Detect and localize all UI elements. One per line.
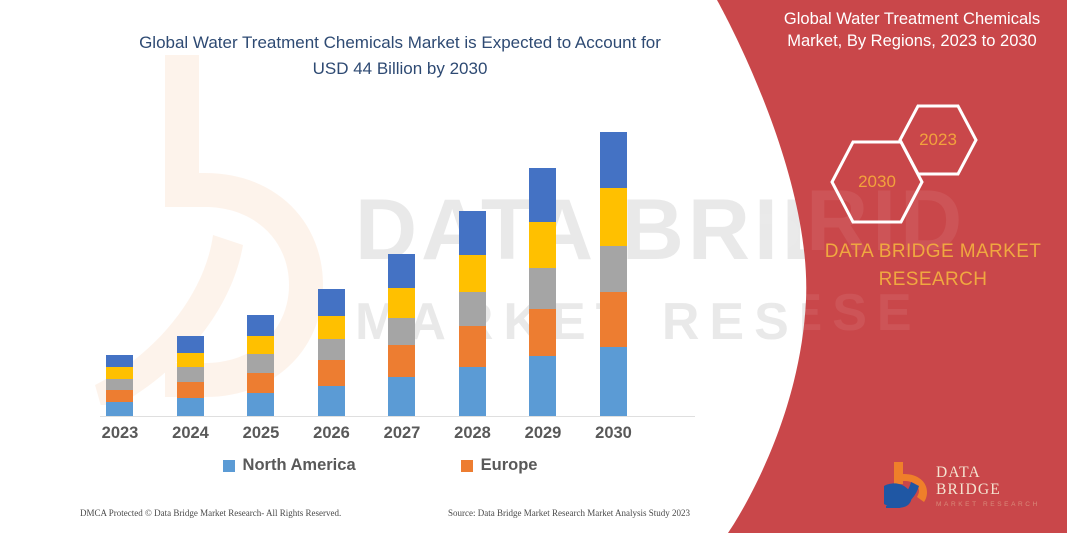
data-bridge-logo: DATA BRIDGE MARKET RESEARCH — [880, 458, 1048, 512]
bar-segment-2026-2 — [317, 360, 345, 387]
footer: DMCA Protected © Data Bridge Market Rese… — [80, 508, 690, 518]
bar-segment-2028-4 — [458, 254, 486, 293]
bar-segment-2025-1 — [247, 392, 274, 416]
hexagon-2023-label: 2023 — [919, 130, 957, 149]
bar-2026 — [317, 289, 345, 416]
bar-segment-2030-4 — [599, 188, 627, 247]
bar-segment-2029-3 — [529, 268, 556, 310]
panel-title: Global Water Treatment Chemicals Market,… — [783, 10, 1041, 51]
bar-segment-2024-4 — [176, 352, 204, 368]
x-label-2024: 2024 — [172, 424, 209, 442]
bar-segment-2029-5 — [529, 167, 556, 222]
x-axis-labels: 2023 2024 2025 2026 2027 2028 2029 2030 — [80, 424, 680, 448]
chart-legend: North America Europe — [130, 456, 630, 475]
x-label-2023: 2023 — [101, 424, 139, 442]
bar-segment-2026-4 — [317, 315, 345, 339]
bar-segment-2028-1 — [458, 366, 486, 416]
bar-segment-2023-1 — [106, 402, 133, 416]
bar-segment-2029-2 — [529, 309, 556, 357]
logo-line-1: DATA BRIDGE — [936, 464, 1001, 499]
bar-segment-2023-5 — [106, 355, 133, 368]
legend-swatch-icon — [460, 459, 473, 472]
bar-segment-2024-3 — [176, 367, 204, 382]
bar-segment-2024-2 — [176, 381, 204, 398]
bar-segment-2029-1 — [529, 356, 556, 416]
legend-item-1[interactable]: Europe — [460, 456, 538, 475]
bar-segment-2024-1 — [176, 397, 204, 416]
x-label-2025: 2025 — [242, 424, 280, 442]
bar-2030 — [599, 132, 627, 416]
bar-segment-2026-3 — [317, 338, 345, 361]
bar-segment-2025-2 — [247, 372, 274, 393]
x-label-2026: 2026 — [313, 424, 350, 442]
bar-segment-2024-5 — [176, 336, 204, 353]
bar-2027 — [388, 254, 415, 416]
footer-copyright: DMCA Protected © Data Bridge Market Rese… — [80, 508, 342, 518]
bar-segment-2030-5 — [599, 132, 627, 188]
bar-segment-2028-3 — [458, 292, 486, 326]
bar-segment-2027-3 — [388, 318, 415, 345]
bar-segment-2027-2 — [388, 344, 415, 378]
legend-label: Europe — [480, 456, 538, 474]
bar-segment-2028-5 — [458, 211, 486, 255]
bar-segment-2029-4 — [529, 221, 556, 269]
legend-swatch-icon — [222, 459, 235, 472]
x-axis-line — [100, 416, 695, 417]
chart-title: Global Water Treatment Chemicals Market … — [139, 33, 661, 78]
legend-label: North America — [242, 456, 356, 474]
bar-segment-2026-1 — [317, 386, 345, 416]
bar-2028 — [458, 211, 486, 416]
x-label-2027: 2027 — [383, 424, 421, 442]
hexagon-2023: 2023 — [898, 104, 978, 176]
bar-2024 — [176, 336, 204, 416]
bar-2029 — [529, 167, 556, 416]
brand-line-2: RESEARCH — [878, 268, 988, 290]
bar-2025 — [247, 314, 274, 416]
brand-name: DATA BRIDGE MARKET RESEARCH — [808, 238, 1058, 293]
x-label-2030: 2030 — [595, 424, 632, 442]
bar-segment-2030-1 — [599, 347, 627, 416]
bar-segment-2026-5 — [317, 289, 345, 316]
bar-segment-2023-3 — [106, 379, 133, 391]
bar-segment-2025-5 — [247, 314, 274, 336]
brand-line-1: DATA BRIDGE MARKET — [824, 241, 1042, 262]
legend-item-0[interactable]: North America — [222, 456, 356, 475]
bar-2023 — [106, 355, 133, 416]
bar-segment-2023-2 — [106, 390, 133, 403]
bar-segment-2028-2 — [458, 325, 486, 367]
hexagon-2030-label: 2030 — [858, 172, 896, 191]
bar-segment-2030-2 — [599, 291, 627, 348]
logo-line-2: MARKET RESEARCH — [936, 501, 1040, 509]
bar-segment-2027-4 — [388, 288, 415, 319]
x-label-2029: 2029 — [524, 424, 562, 442]
bar-segment-2025-4 — [247, 335, 274, 355]
bar-segment-2027-1 — [388, 377, 415, 416]
bar-segment-2023-4 — [106, 367, 133, 380]
x-label-2028: 2028 — [454, 424, 491, 442]
bar-segment-2025-3 — [247, 354, 274, 373]
chart-plot-area — [80, 100, 695, 417]
footer-source: Source: Data Bridge Market Research Mark… — [448, 508, 690, 518]
bar-segment-2030-3 — [599, 246, 627, 292]
logo-wordmark: DATA BRIDGE MARKET RESEARCH — [936, 464, 1048, 508]
logo-b-icon — [880, 460, 930, 512]
bar-segment-2027-5 — [388, 254, 415, 289]
